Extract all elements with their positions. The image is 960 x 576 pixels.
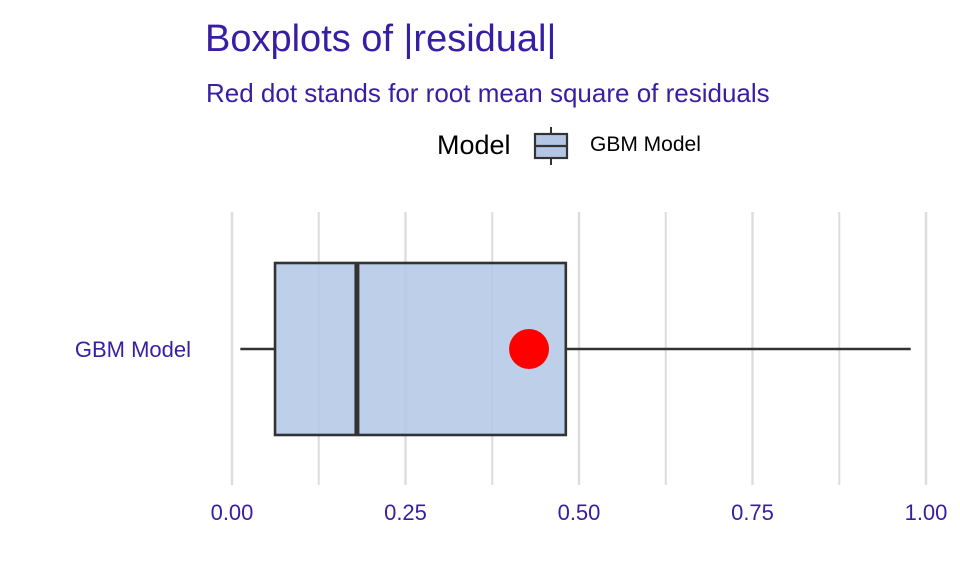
- legend-entry-label: GBM Model: [590, 133, 701, 156]
- legend-key-box-icon: [533, 127, 569, 165]
- rmse-point: [509, 329, 550, 369]
- chart-title: Boxplots of |residual|: [205, 18, 557, 60]
- y-category-label: GBM Model: [75, 337, 191, 362]
- x-tick-label: 0.00: [211, 500, 254, 525]
- x-tick-label: 0.75: [731, 500, 774, 525]
- x-tick-label: 1.00: [905, 500, 948, 525]
- legend-title: Model: [437, 130, 511, 160]
- x-tick-label: 0.50: [558, 500, 601, 525]
- chart-subtitle: Red dot stands for root mean square of r…: [206, 78, 770, 108]
- x-tick-label: 0.25: [384, 500, 427, 525]
